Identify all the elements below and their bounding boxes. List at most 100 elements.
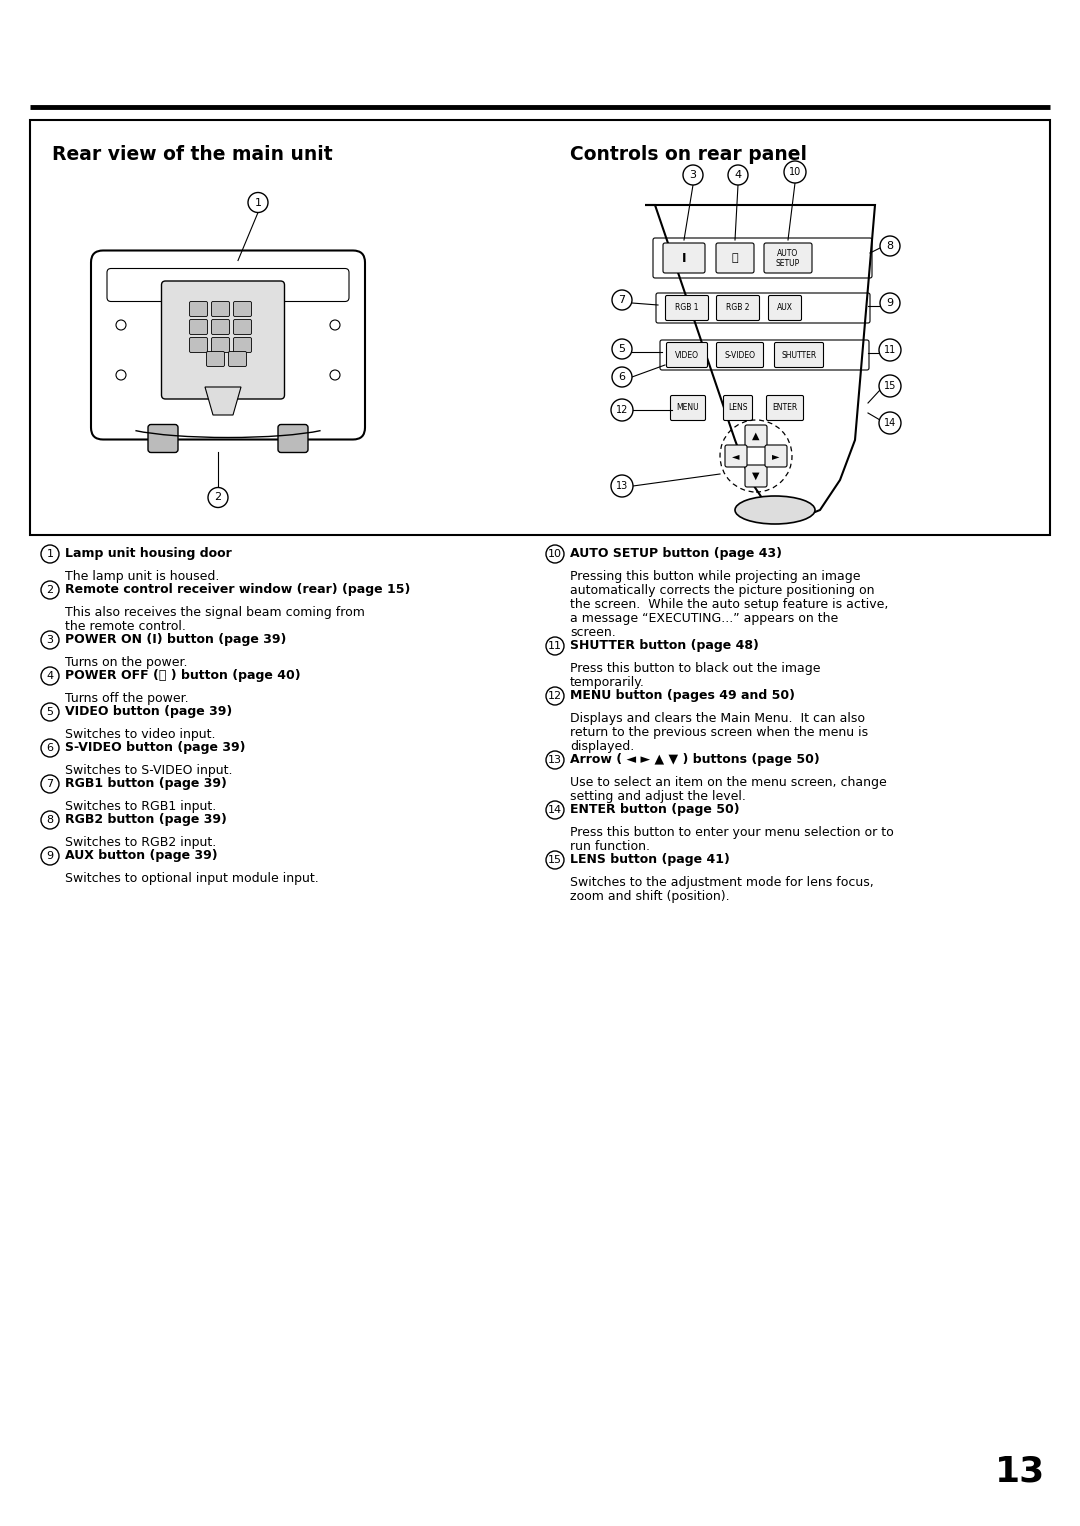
Circle shape: [880, 293, 900, 313]
Circle shape: [41, 581, 59, 600]
FancyBboxPatch shape: [716, 243, 754, 273]
Circle shape: [546, 636, 564, 655]
FancyBboxPatch shape: [765, 446, 787, 467]
Circle shape: [546, 852, 564, 868]
FancyBboxPatch shape: [745, 426, 767, 447]
Text: Pressing this button while projecting an image: Pressing this button while projecting an…: [570, 571, 861, 583]
Text: Turns on the power.: Turns on the power.: [65, 656, 188, 668]
FancyBboxPatch shape: [91, 250, 365, 439]
Text: 9: 9: [46, 852, 54, 861]
Text: the screen.  While the auto setup feature is active,: the screen. While the auto setup feature…: [570, 598, 889, 610]
Circle shape: [41, 739, 59, 757]
FancyBboxPatch shape: [671, 395, 705, 421]
Text: Switches to RGB1 input.: Switches to RGB1 input.: [65, 800, 216, 813]
FancyBboxPatch shape: [189, 319, 207, 334]
Circle shape: [611, 398, 633, 421]
Circle shape: [612, 339, 632, 359]
Bar: [30, 121, 1050, 536]
Text: Press this button to black out the image: Press this button to black out the image: [570, 662, 821, 674]
FancyBboxPatch shape: [663, 243, 705, 273]
Text: SHUTTER: SHUTTER: [781, 351, 816, 360]
Polygon shape: [205, 388, 241, 415]
Text: VIDEO: VIDEO: [675, 351, 699, 360]
Circle shape: [41, 703, 59, 720]
Text: return to the previous screen when the menu is: return to the previous screen when the m…: [570, 726, 868, 739]
FancyBboxPatch shape: [212, 302, 229, 316]
FancyBboxPatch shape: [233, 302, 252, 316]
Circle shape: [879, 412, 901, 433]
Circle shape: [728, 165, 748, 185]
Text: Switches to the adjustment mode for lens focus,: Switches to the adjustment mode for lens…: [570, 876, 874, 890]
Text: 5: 5: [619, 343, 625, 354]
FancyBboxPatch shape: [189, 337, 207, 353]
Circle shape: [41, 545, 59, 563]
Text: Lamp unit housing door: Lamp unit housing door: [65, 548, 232, 560]
FancyBboxPatch shape: [774, 342, 824, 368]
Text: Switches to video input.: Switches to video input.: [65, 728, 216, 742]
FancyBboxPatch shape: [665, 296, 708, 320]
Circle shape: [41, 847, 59, 865]
Circle shape: [248, 192, 268, 212]
Text: AUX: AUX: [777, 304, 793, 313]
Text: run function.: run function.: [570, 839, 650, 853]
Text: MENU: MENU: [677, 403, 700, 412]
Circle shape: [41, 775, 59, 794]
Text: temporarily.: temporarily.: [570, 676, 645, 690]
Text: 2: 2: [215, 493, 221, 502]
Text: 13: 13: [548, 755, 562, 765]
Text: ⏻: ⏻: [731, 253, 739, 262]
Text: the remote control.: the remote control.: [65, 620, 186, 633]
Circle shape: [546, 751, 564, 769]
FancyBboxPatch shape: [724, 395, 753, 421]
Text: ◄: ◄: [732, 452, 740, 461]
FancyBboxPatch shape: [206, 351, 225, 366]
Text: 7: 7: [619, 295, 625, 305]
Text: SHUTTER button (page 48): SHUTTER button (page 48): [570, 639, 759, 653]
Text: Switches to S-VIDEO input.: Switches to S-VIDEO input.: [65, 765, 232, 777]
Text: RGB1 button (page 39): RGB1 button (page 39): [65, 778, 227, 790]
Text: ►: ►: [772, 452, 780, 461]
Text: VIDEO button (page 39): VIDEO button (page 39): [65, 705, 232, 719]
Circle shape: [612, 366, 632, 388]
Text: 3: 3: [689, 169, 697, 180]
FancyBboxPatch shape: [212, 337, 229, 353]
Circle shape: [879, 375, 901, 397]
Text: 14: 14: [883, 418, 896, 427]
Text: S-VIDEO button (page 39): S-VIDEO button (page 39): [65, 742, 245, 754]
Circle shape: [330, 369, 340, 380]
Text: SETUP: SETUP: [775, 258, 800, 267]
Circle shape: [611, 475, 633, 497]
Text: 13: 13: [995, 1454, 1045, 1488]
Text: 12: 12: [548, 691, 562, 700]
Text: Controls on rear panel: Controls on rear panel: [570, 145, 807, 163]
FancyBboxPatch shape: [666, 342, 707, 368]
Text: Press this button to enter your menu selection or to: Press this button to enter your menu sel…: [570, 826, 894, 839]
Text: 5: 5: [46, 707, 54, 717]
Circle shape: [330, 320, 340, 330]
Text: AUTO: AUTO: [778, 249, 798, 258]
Text: LENS: LENS: [728, 403, 747, 412]
Text: 14: 14: [548, 806, 562, 815]
Text: setting and adjust the level.: setting and adjust the level.: [570, 790, 746, 803]
Text: automatically corrects the picture positioning on: automatically corrects the picture posit…: [570, 584, 875, 597]
FancyBboxPatch shape: [189, 302, 207, 316]
Text: Use to select an item on the menu screen, change: Use to select an item on the menu screen…: [570, 777, 887, 789]
Text: Remote control receiver window (rear) (page 15): Remote control receiver window (rear) (p…: [65, 583, 410, 597]
Circle shape: [208, 487, 228, 508]
Circle shape: [784, 162, 806, 183]
Text: LENS button (page 41): LENS button (page 41): [570, 853, 730, 867]
Text: 7: 7: [46, 778, 54, 789]
Text: zoom and shift (position).: zoom and shift (position).: [570, 890, 730, 903]
Text: 4: 4: [734, 169, 742, 180]
Text: Rear view of the main unit: Rear view of the main unit: [52, 145, 333, 163]
FancyBboxPatch shape: [278, 424, 308, 453]
Text: 3: 3: [46, 635, 54, 645]
FancyBboxPatch shape: [212, 319, 229, 334]
Text: 10: 10: [788, 166, 801, 177]
Text: displayed.: displayed.: [570, 740, 634, 752]
Ellipse shape: [735, 496, 815, 523]
FancyBboxPatch shape: [745, 465, 767, 487]
Text: ENTER button (page 50): ENTER button (page 50): [570, 804, 740, 816]
Text: ENTER: ENTER: [772, 403, 798, 412]
Text: 1: 1: [46, 549, 54, 559]
